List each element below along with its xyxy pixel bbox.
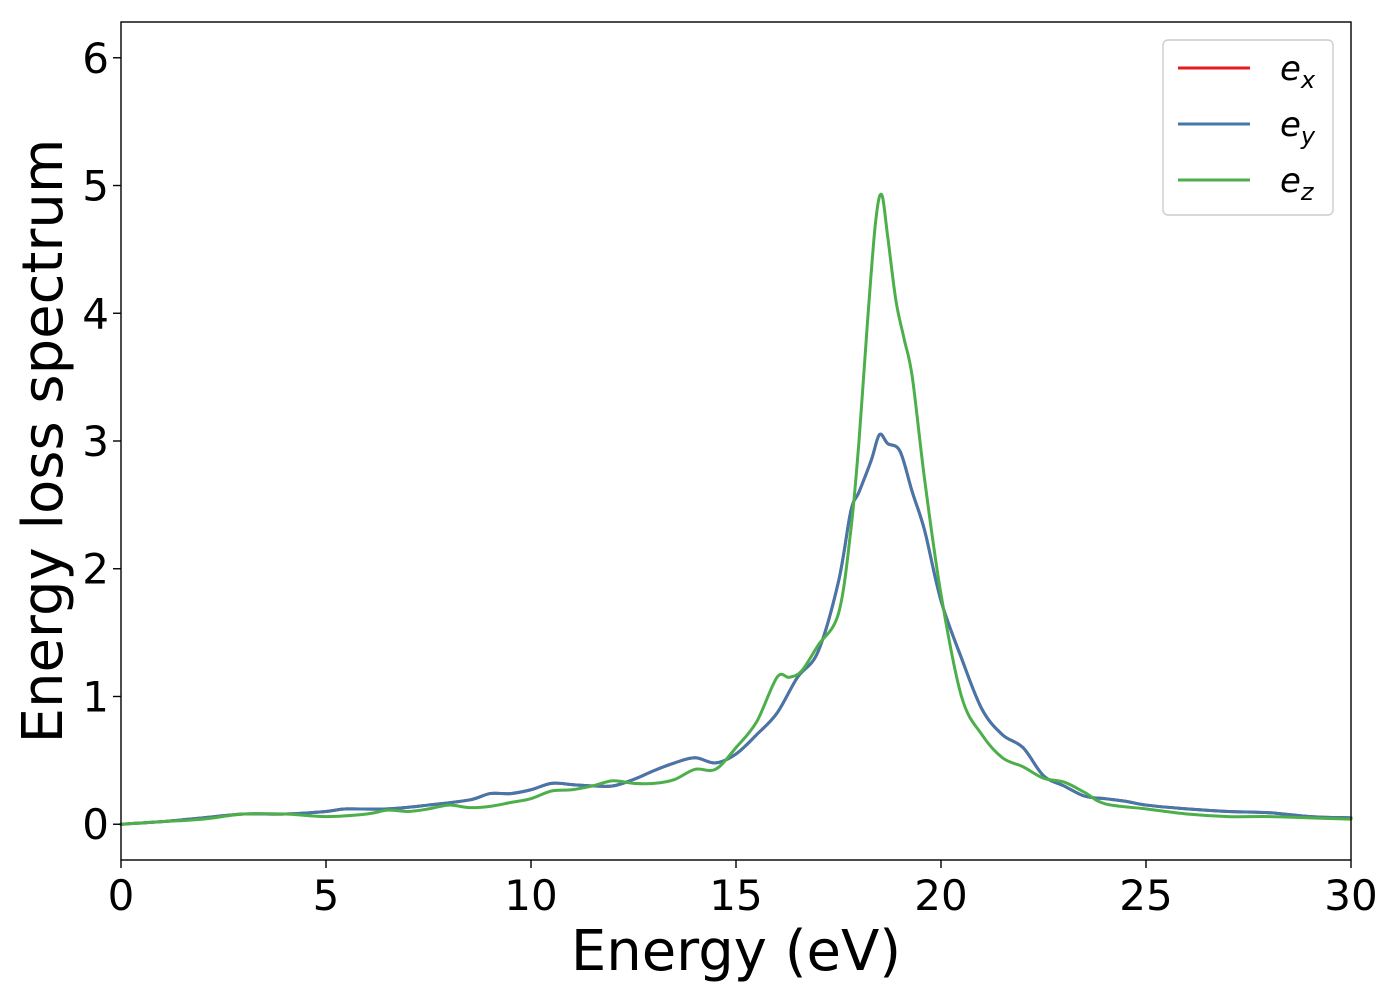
y-tick-label: 2: [82, 545, 109, 594]
x-tick-label: 20: [914, 871, 967, 920]
x-tick-label: 0: [108, 871, 135, 920]
series-line-y: [119, 432, 1353, 826]
legend-label-z: ez: [1280, 161, 1315, 206]
legend-frame: [1162, 39, 1334, 216]
x-tick-label: 15: [709, 871, 762, 920]
y-tick-label: 4: [82, 289, 109, 338]
legend: ex ey ez: [1162, 39, 1334, 216]
x-tick-label: 10: [504, 871, 557, 920]
y-axis: 0 1 2 3 4 5 6: [82, 34, 121, 849]
series-line-z: [119, 192, 1353, 826]
x-axis: 0 5 10 15 20 25 30: [108, 860, 1378, 920]
x-axis-label: Energy (eV): [571, 919, 901, 984]
y-tick-label: 0: [82, 800, 109, 849]
y-tick-label: 6: [82, 34, 109, 83]
y-tick-label: 3: [82, 417, 109, 466]
series-layer: [119, 192, 1353, 826]
legend-label-y: ey: [1280, 105, 1316, 150]
plot-area: [121, 22, 1351, 860]
legend-entries: ex ey ez: [1178, 49, 1316, 206]
x-tick-label: 25: [1119, 871, 1172, 920]
y-tick-label: 1: [82, 672, 109, 721]
x-tick-label: 30: [1324, 871, 1377, 920]
x-tick-label: 5: [313, 871, 340, 920]
legend-label-x: ex: [1280, 49, 1316, 94]
y-axis-label: Energy loss spectrum: [11, 139, 76, 744]
y-tick-label: 5: [82, 162, 109, 211]
